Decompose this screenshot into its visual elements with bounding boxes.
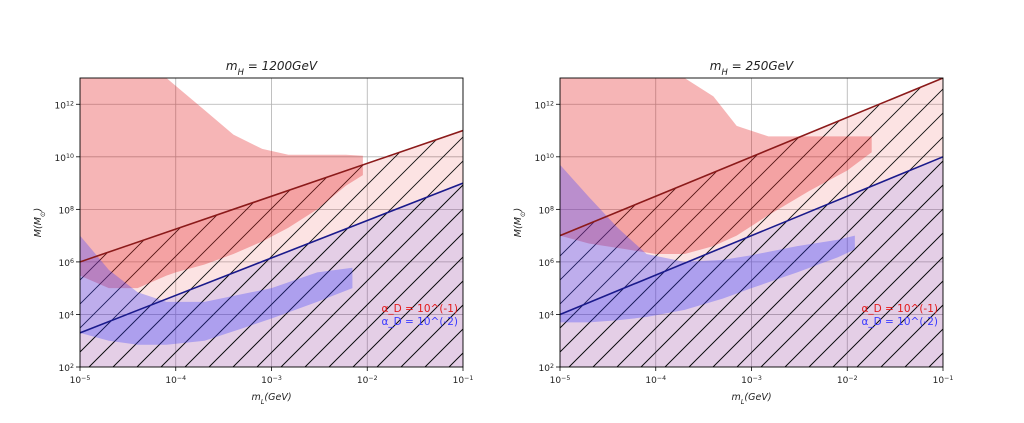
legend-entry-series-1: α_D = 10^(-2)	[861, 316, 938, 328]
x-tick-label: 10−5	[70, 375, 91, 387]
hatched-region-series-1	[80, 183, 463, 367]
y-tick-label: 104	[539, 310, 554, 322]
x-tick-label: 10−5	[550, 375, 571, 387]
x-tick-label: 10−4	[165, 375, 186, 387]
allowed-region-series-0	[80, 78, 363, 289]
chart-title: mH = 250GeV	[710, 59, 794, 77]
legend: α_D = 10^(-1)α_D = 10^(-2)	[861, 303, 938, 328]
y-tick-label: 1010	[535, 152, 554, 164]
y-tick-label: 108	[59, 205, 74, 217]
boundary-line-series-0	[80, 129, 463, 263]
left-chart-panel: 10−5 10−4 10−3 10−2 10−1 102 104 106 108 1010 1012…	[33, 59, 473, 406]
y-tick-label: 106	[539, 257, 554, 269]
allowed-region-series-0	[560, 78, 872, 255]
x-tick-label: 10−1	[453, 375, 474, 387]
legend-entry-series-0: α_D = 10^(-1)	[381, 303, 458, 315]
y-tick-label: 104	[59, 310, 74, 322]
legend: α_D = 10^(-1)α_D = 10^(-2)	[381, 303, 458, 328]
y-tick-label: 102	[539, 363, 554, 375]
y-tick-label: 1010	[55, 152, 74, 164]
legend-entry-series-1: α_D = 10^(-2)	[381, 316, 458, 328]
boundary-line-series-1	[560, 156, 943, 316]
legend-entry-series-0: α_D = 10^(-1)	[861, 303, 938, 315]
allowed-region-series-1	[560, 164, 855, 323]
y-axis-label: M(M⊙)	[33, 208, 47, 237]
x-tick-label: 10−4	[645, 375, 666, 387]
allowed-region-series-1	[80, 235, 353, 345]
y-tick-label: 108	[539, 205, 554, 217]
plot-area	[80, 78, 463, 367]
y-tick-label: 1012	[535, 100, 554, 112]
boundary-line-series-0	[560, 78, 943, 237]
x-tick-label: 10−3	[261, 375, 282, 387]
boundary-line-series-1	[80, 182, 463, 334]
y-tick-label: 1012	[55, 100, 74, 112]
y-axis-label: M(M⊙)	[513, 208, 527, 237]
y-tick-label: 106	[59, 257, 74, 269]
x-axis-label: mL(GeV)	[731, 392, 771, 406]
plot-area	[560, 78, 943, 367]
hatched-region-series-1	[560, 156, 943, 367]
x-tick-label: 10−2	[837, 375, 858, 387]
chart-title: mH = 1200GeV	[226, 59, 318, 77]
x-axis-label: mL(GeV)	[251, 392, 291, 406]
x-tick-label: 10−3	[741, 375, 762, 387]
y-tick-label: 102	[59, 363, 74, 375]
right-chart-panel: 10−5 10−4 10−3 10−2 10−1 102 104 106 108 1010 1012…	[513, 59, 953, 406]
x-tick-label: 10−1	[933, 375, 954, 387]
x-tick-label: 10−2	[357, 375, 378, 387]
